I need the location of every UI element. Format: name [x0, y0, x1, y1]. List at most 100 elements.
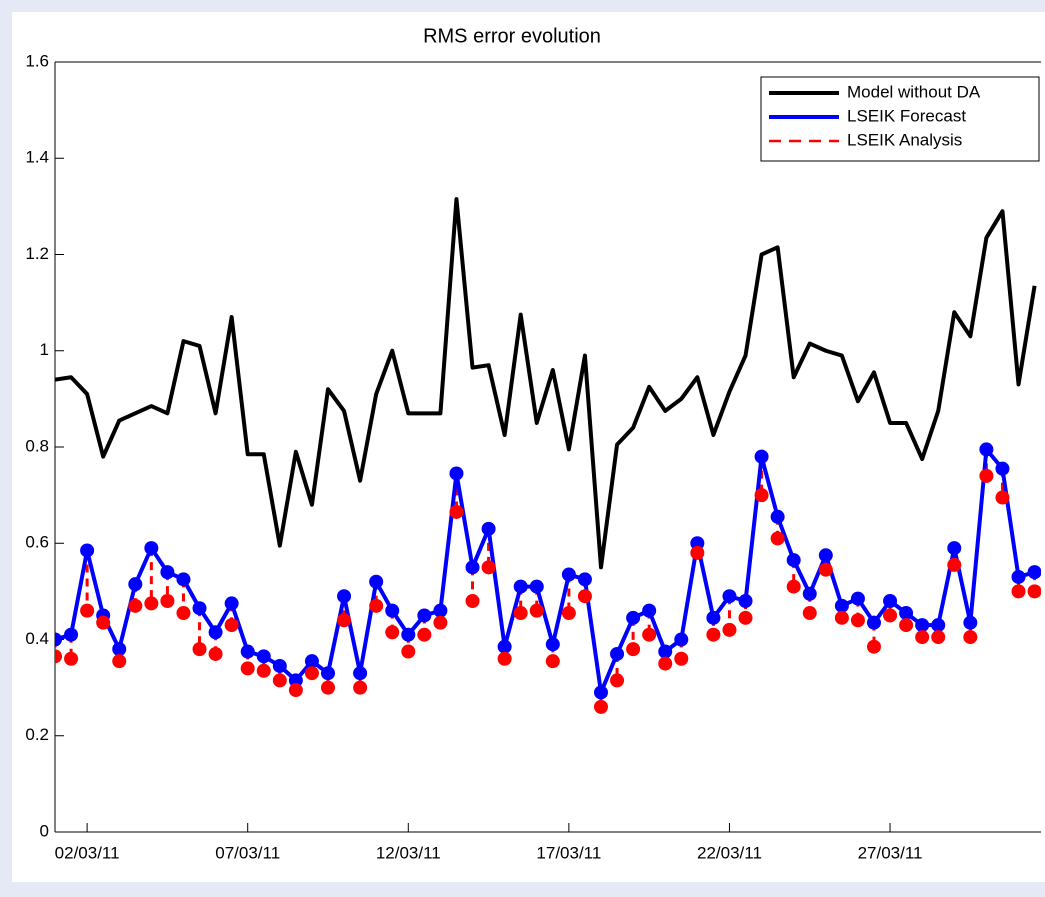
data-point — [899, 618, 914, 633]
data-point — [1027, 584, 1041, 599]
data-point — [304, 654, 319, 669]
data-point — [786, 579, 801, 594]
data-point — [224, 618, 239, 633]
y-tick-label: 0.8 — [25, 436, 49, 455]
data-point — [385, 603, 400, 618]
data-point — [369, 598, 384, 613]
y-tick-label: 1.6 — [25, 51, 49, 70]
data-point — [304, 666, 319, 681]
data-point — [722, 589, 737, 604]
data-point — [770, 509, 785, 524]
data-point — [738, 610, 753, 625]
data-point — [658, 644, 673, 659]
data-point — [401, 644, 416, 659]
data-point — [160, 594, 175, 608]
data-point — [529, 603, 544, 618]
data-point — [577, 589, 592, 604]
data-point — [288, 673, 303, 688]
legend-label: LSEIK Analysis — [847, 130, 962, 149]
data-point — [513, 606, 528, 621]
data-point — [979, 468, 994, 483]
data-point — [561, 606, 576, 621]
data-point — [658, 656, 673, 671]
data-point — [465, 560, 480, 575]
data-point — [144, 541, 159, 556]
data-point — [1011, 569, 1026, 584]
data-point — [240, 644, 255, 659]
data-point — [433, 603, 448, 618]
data-point — [610, 673, 625, 688]
y-tick-label: 1.4 — [25, 148, 49, 167]
data-point — [593, 685, 608, 700]
data-point — [1011, 584, 1026, 599]
data-point — [834, 598, 849, 613]
data-point — [818, 562, 833, 577]
data-point — [850, 613, 865, 628]
data-point — [915, 618, 930, 633]
data-point — [256, 663, 271, 678]
data-point — [642, 603, 657, 618]
data-point — [449, 466, 464, 481]
data-point — [288, 683, 303, 698]
data-point — [626, 610, 641, 625]
data-point — [610, 646, 625, 661]
y-tick-label: 0.2 — [25, 725, 49, 744]
data-point — [55, 632, 62, 647]
data-point — [369, 574, 384, 589]
data-point — [353, 666, 368, 681]
data-point — [947, 557, 962, 572]
legend-label: Model without DA — [847, 82, 981, 101]
data-point — [55, 649, 62, 664]
data-point — [690, 545, 705, 560]
data-point — [706, 610, 721, 625]
x-tick-label: 27/03/11 — [858, 843, 923, 862]
data-point — [497, 639, 512, 654]
data-point — [64, 651, 79, 666]
x-tick-label: 07/03/11 — [215, 843, 280, 862]
data-point — [208, 646, 223, 661]
data-point — [866, 639, 881, 654]
data-point — [674, 632, 689, 647]
data-point — [674, 651, 689, 666]
data-point — [353, 680, 368, 695]
data-point — [915, 630, 930, 645]
data-point — [513, 579, 528, 594]
x-tick-label: 17/03/11 — [536, 843, 601, 862]
y-tick-label: 0.6 — [25, 533, 49, 552]
data-point — [80, 543, 95, 558]
data-point — [963, 630, 978, 645]
data-point — [240, 661, 255, 676]
y-tick-label: 0.4 — [25, 629, 49, 648]
data-point — [738, 594, 753, 608]
data-point — [883, 608, 898, 623]
data-point — [481, 521, 496, 536]
data-point — [545, 637, 560, 652]
data-point — [931, 630, 946, 645]
data-point — [256, 649, 271, 664]
chart-title: RMS error evolution — [423, 25, 601, 47]
data-point — [883, 594, 898, 608]
data-point — [642, 627, 657, 642]
x-tick-label: 22/03/11 — [697, 843, 762, 862]
data-point — [96, 615, 111, 630]
data-point — [208, 625, 223, 640]
data-point — [818, 548, 833, 563]
data-point — [64, 627, 79, 642]
x-tick-label: 02/03/11 — [55, 843, 120, 862]
data-point — [545, 654, 560, 669]
data-point — [128, 577, 143, 592]
data-point — [931, 618, 946, 633]
data-point — [802, 586, 817, 601]
data-point — [417, 627, 432, 642]
data-point — [899, 606, 914, 621]
data-point — [320, 680, 335, 695]
data-point — [80, 603, 95, 618]
data-point — [337, 589, 352, 604]
data-point — [995, 490, 1010, 505]
data-point — [593, 699, 608, 714]
data-point — [176, 572, 191, 587]
data-point — [160, 565, 175, 580]
data-point — [401, 627, 416, 642]
